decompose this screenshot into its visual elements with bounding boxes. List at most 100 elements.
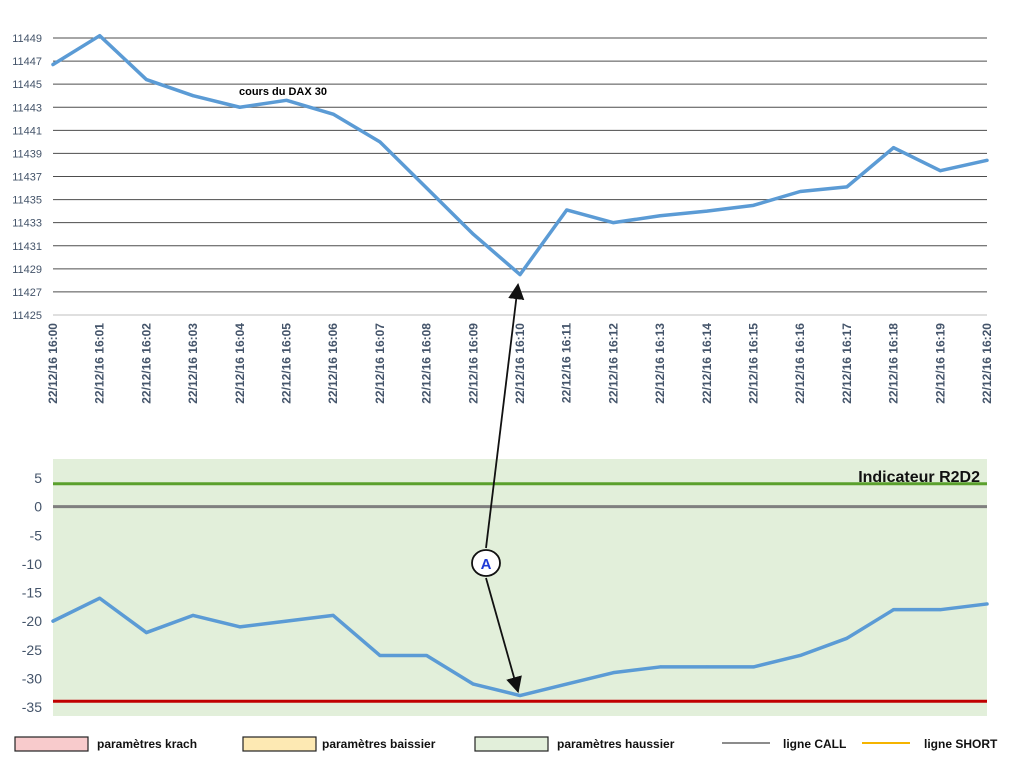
- x-tick-label: 22/12/16 16:02: [139, 323, 153, 404]
- data-point: [611, 221, 615, 225]
- indicator-title: Indicateur R2D2: [858, 469, 980, 486]
- data-point: [98, 596, 102, 600]
- x-tick-label: 22/12/16 16:00: [46, 323, 60, 404]
- y-tick-label: -25: [22, 642, 42, 658]
- data-point: [51, 619, 55, 623]
- plot-area-background: [53, 459, 987, 716]
- x-tick-label: 22/12/16 16:12: [606, 323, 620, 404]
- data-point: [892, 146, 896, 150]
- legend-item: paramètres haussier: [474, 736, 675, 752]
- y-tick-label: 11431: [12, 241, 42, 253]
- marker-a-label: A: [481, 556, 492, 573]
- annotation-layer: A: [471, 282, 525, 694]
- dax-price-chart: 11425 11427 11429 11431 11433 11435 11437 11439…: [12, 33, 994, 404]
- data-point: [425, 186, 429, 190]
- y-tick-label: 11439: [12, 148, 42, 160]
- y-tick-label: -15: [22, 585, 42, 601]
- data-point: [938, 608, 942, 612]
- x-tick-label: 22/12/16 16:16: [793, 323, 807, 404]
- y-tick-label: -35: [22, 699, 42, 715]
- data-point: [238, 625, 242, 629]
- data-point: [51, 63, 55, 67]
- arrow-to-indicator-low: [485, 577, 522, 694]
- data-point: [191, 613, 195, 617]
- data-point: [752, 665, 755, 669]
- x-tick-label: 22/12/16 16:20: [980, 323, 994, 404]
- data-point: [845, 636, 849, 640]
- data-point: [985, 602, 989, 606]
- data-point: [378, 140, 382, 144]
- x-tick-label: 22/12/16 16:18: [887, 323, 901, 404]
- legend-label: paramètres haussier: [557, 737, 675, 751]
- y-tick-label: 11433: [12, 218, 42, 230]
- data-point: [144, 631, 148, 635]
- data-point: [705, 209, 709, 213]
- y-tick-label: 11447: [12, 56, 42, 68]
- data-point: [471, 232, 475, 236]
- legend-swatch: [242, 736, 317, 752]
- data-point: [705, 665, 709, 669]
- y-tick-label: 11427: [12, 287, 42, 299]
- arrow-to-price-low: [485, 282, 525, 549]
- legend-swatch: [14, 736, 89, 752]
- data-point: [938, 169, 942, 173]
- x-tick-label: 22/12/16 16:08: [420, 323, 434, 404]
- x-tick-label: 22/12/16 16:11: [560, 323, 574, 403]
- x-tick-label: 22/12/16 16:06: [326, 323, 340, 404]
- x-tick-label: 22/12/16 16:09: [466, 323, 480, 404]
- data-point: [611, 671, 615, 675]
- data-point: [985, 158, 989, 162]
- data-point: [565, 682, 569, 686]
- data-point: [798, 190, 802, 194]
- dax-price-line: [51, 33, 989, 277]
- legend-swatch: [474, 736, 549, 752]
- legend-item: paramètres baissier: [242, 736, 436, 752]
- x-tick-label: 22/12/16 16:14: [700, 323, 714, 404]
- r2d2-indicator-chart: 5 0 -5 -10 -15 -20 -25 -30 -35 Indicateur R2D2: [22, 459, 989, 716]
- legend: paramètres krach paramètres baissier param…: [14, 736, 998, 752]
- data-point: [798, 653, 802, 657]
- y-tick-label: 11437: [12, 172, 42, 184]
- data-point: [425, 653, 429, 657]
- data-point: [191, 94, 195, 98]
- data-point: [518, 694, 522, 698]
- y-tick-label: 11435: [12, 195, 42, 207]
- y-tick-label: 11429: [12, 264, 42, 276]
- x-tick-label: 22/12/16 16:07: [373, 323, 387, 404]
- y-tick-label: -10: [22, 556, 42, 572]
- legend-item: ligne CALL: [722, 737, 846, 751]
- y-tick-label: 11441: [12, 125, 42, 137]
- data-point: [565, 208, 569, 212]
- y-tick-label: -20: [22, 613, 42, 629]
- legend-label: ligne CALL: [783, 737, 846, 751]
- data-point: [331, 613, 335, 617]
- legend-item: paramètres krach: [14, 736, 197, 752]
- data-point: [238, 105, 242, 109]
- data-point: [285, 98, 288, 102]
- data-point: [471, 682, 475, 686]
- data-point: [658, 214, 662, 218]
- legend-item: ligne SHORT: [862, 737, 998, 751]
- y-tick-label: 11449: [12, 33, 42, 45]
- x-tick-label: 22/12/16 16:04: [233, 323, 247, 404]
- price-annotation: cours du DAX 30: [239, 86, 327, 98]
- y-tick-label: 11443: [12, 102, 42, 114]
- data-point: [285, 619, 288, 623]
- data-point: [892, 608, 896, 612]
- x-tick-label: 22/12/16 16:01: [93, 323, 107, 404]
- data-point: [658, 665, 662, 669]
- x-tick-label: 22/12/16 16:03: [186, 323, 200, 404]
- x-tick-label: 22/12/16 16:10: [513, 323, 527, 404]
- y-tick-label: 11445: [12, 79, 42, 91]
- data-point: [752, 203, 755, 207]
- y-tick-label: -30: [22, 670, 42, 686]
- y-tick-label: -5: [30, 527, 43, 543]
- data-point: [378, 653, 382, 657]
- x-tick-label: 22/12/16 16:17: [840, 323, 854, 404]
- x-tick-label: 22/12/16 16:15: [747, 323, 761, 404]
- marker-a-circle: [471, 549, 501, 577]
- data-point: [845, 185, 849, 189]
- data-point: [518, 273, 522, 277]
